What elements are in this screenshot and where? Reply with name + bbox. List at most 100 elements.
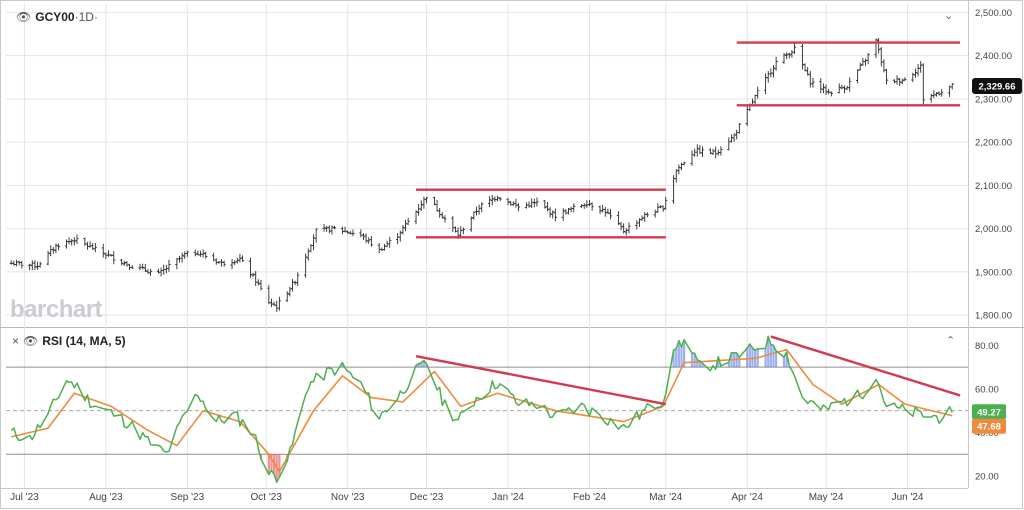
ohlc-bar	[714, 146, 718, 159]
ohlc-bar	[756, 86, 760, 99]
ohlc-bar	[682, 161, 686, 166]
ohlc-bar	[130, 265, 134, 269]
ma-value-badge	[972, 418, 1006, 434]
ohlc-bar	[811, 77, 815, 88]
ohlc-bar	[351, 229, 355, 237]
ohlc-bar	[821, 83, 826, 94]
ohlc-bar	[388, 236, 392, 248]
ohlc-bar	[745, 105, 749, 126]
ohlc-bar	[737, 123, 741, 134]
ohlc-bar	[9, 260, 13, 265]
close-icon[interactable]: ×	[12, 334, 20, 348]
ohlc-bar	[829, 91, 833, 97]
chevron-up-icon[interactable]: ⌃	[946, 334, 956, 347]
ohlc-bar	[590, 202, 594, 211]
price-tick-label: 2,400.00	[975, 51, 1012, 62]
x-tick-label: Oct '23	[251, 492, 283, 503]
ohlc-bar	[774, 56, 778, 71]
ohlc-bar	[898, 77, 902, 87]
x-tick-label: Dec '23	[410, 492, 444, 503]
ohlc-bar	[895, 75, 899, 85]
ohlc-bar	[70, 238, 74, 246]
ohlc-bar	[314, 228, 318, 243]
ohlc-bar	[101, 243, 105, 258]
ohlc-bar	[311, 234, 316, 251]
ohlc-bar	[493, 196, 497, 202]
ohlc-bar	[656, 203, 660, 213]
ohlc-bar	[477, 204, 481, 215]
ohlc-bar	[735, 129, 739, 140]
chevron-down-icon[interactable]: ⌄	[944, 9, 954, 22]
ohlc-bar	[700, 146, 705, 158]
ohlc-bar	[572, 203, 576, 213]
ohlc-bar	[514, 198, 518, 208]
ohlc-bar	[658, 205, 663, 209]
ohlc-bar	[858, 62, 862, 71]
ohlc-bar	[932, 90, 936, 99]
barchart-watermark: barchart	[10, 296, 103, 323]
ohlc-bar	[879, 47, 883, 67]
ohlc-bar	[322, 223, 326, 232]
ohlc-bar	[785, 52, 789, 60]
ohlc-bar	[480, 202, 484, 213]
ohlc-bar	[459, 226, 463, 237]
ohlc-bar	[506, 198, 510, 206]
ohlc-bar	[83, 237, 87, 246]
x-tick-label: Mar '24	[649, 492, 682, 503]
ohlc-bar	[201, 249, 205, 258]
ohlc-bar	[369, 236, 373, 247]
ohlc-bar	[690, 150, 694, 166]
ohlc-bar	[827, 88, 831, 95]
ohlc-bar	[729, 134, 734, 143]
ohlc-bar	[679, 162, 684, 171]
ohlc-bar	[848, 77, 852, 92]
eye-icon[interactable]: 👁	[16, 10, 32, 24]
ohlc-bar	[122, 260, 126, 266]
ohlc-bar	[598, 205, 602, 214]
ohlc-bar	[569, 206, 573, 213]
ohlc-bar	[332, 225, 337, 230]
ohlc-bar	[256, 279, 260, 286]
ohlc-bar	[125, 261, 129, 267]
rsi-header[interactable]: × 👁 RSI (14, MA, 5)	[12, 334, 126, 348]
ohlc-bar	[672, 175, 676, 204]
eye-icon[interactable]: 👁	[23, 334, 39, 348]
rsi-value-label: 49.27	[977, 407, 1001, 418]
ohlc-bar	[432, 196, 437, 206]
ohlc-bar	[913, 68, 918, 78]
ohlc-bar	[106, 250, 111, 257]
x-tick-label: Apr '24	[732, 492, 764, 503]
symbol-header[interactable]: 👁 GCY00·1D·	[16, 10, 98, 24]
rsi-tick-label: 20.00	[975, 472, 999, 483]
ohlc-bar	[230, 259, 234, 270]
rsi-trend-line-2	[770, 335, 961, 397]
price-tick-label: 2,300.00	[975, 94, 1012, 105]
ohlc-bar	[711, 148, 715, 156]
ohlc-bar	[601, 205, 605, 213]
ohlc-bar	[911, 72, 915, 83]
price-tick-label: 2,000.00	[975, 224, 1012, 235]
ohlc-bar	[251, 272, 255, 278]
ohlc-bar	[167, 259, 171, 272]
ohlc-bar	[495, 195, 500, 202]
ohlc-bar	[233, 260, 237, 265]
ohlc-bar	[304, 253, 308, 278]
ohlc-bar	[490, 194, 494, 206]
ohlc-bar	[198, 250, 203, 257]
ohlc-bar	[587, 200, 592, 207]
ohlc-bar	[800, 43, 805, 70]
last-price-label: 2,329.66	[979, 82, 1016, 93]
ohlc-bar	[727, 137, 731, 151]
price-tick-label: 2,200.00	[975, 138, 1012, 149]
ohlc-bar	[127, 263, 132, 271]
ohlc-bar	[417, 204, 421, 216]
ohlc-bar	[764, 73, 768, 95]
ohlc-bar	[254, 270, 258, 286]
ohlc-bar	[863, 58, 868, 66]
ohlc-bar	[472, 211, 476, 220]
ohlc-bar	[296, 272, 300, 287]
ohlc-bar	[624, 228, 628, 236]
ohlc-bar	[524, 202, 529, 209]
ohlc-bar	[382, 244, 387, 251]
